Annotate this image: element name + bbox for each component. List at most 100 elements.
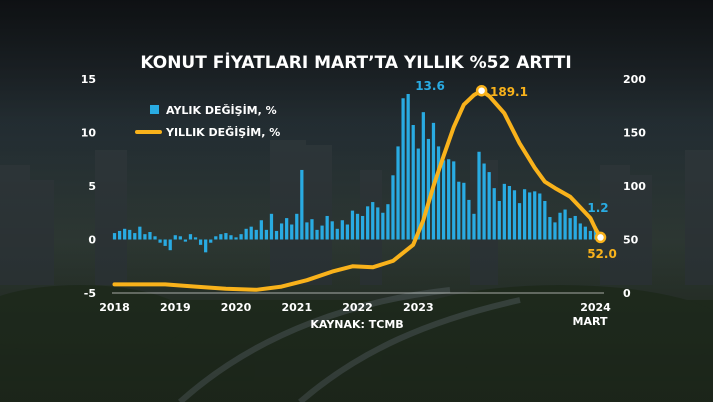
bar bbox=[274, 230, 279, 240]
bar bbox=[117, 230, 122, 240]
right-axis: 200 150 100 50 0 bbox=[623, 73, 646, 300]
bar bbox=[153, 236, 157, 240]
bar bbox=[406, 93, 410, 240]
bar bbox=[452, 161, 456, 240]
bar bbox=[502, 183, 506, 240]
chart-title: KONUT FİYATLARI MART’TA YILLIK %52 ARTTI bbox=[140, 51, 571, 73]
left-axis-tick-label: 5 bbox=[88, 180, 96, 193]
left-axis-tick-label: -5 bbox=[84, 287, 96, 300]
bar bbox=[183, 239, 188, 242]
legend-line-label: YILLIK DEĞİŞİM, % bbox=[165, 125, 280, 139]
x-axis-tick-label: 2019 bbox=[160, 301, 191, 314]
bar bbox=[507, 186, 512, 240]
bar bbox=[264, 229, 269, 240]
bar-last-label: 1.2 bbox=[587, 201, 608, 215]
bar bbox=[112, 233, 117, 240]
bar bbox=[198, 239, 203, 245]
bar bbox=[133, 233, 137, 240]
bar bbox=[447, 159, 451, 240]
bar bbox=[381, 212, 385, 240]
bar bbox=[477, 151, 481, 240]
annual-change-line bbox=[112, 88, 603, 292]
bar bbox=[305, 222, 309, 240]
bar-peak-label: 13.6 bbox=[415, 79, 445, 93]
line-last-label: 52.0 bbox=[587, 247, 617, 261]
bar bbox=[543, 200, 547, 240]
monthly-bars bbox=[112, 93, 598, 253]
bar bbox=[416, 148, 420, 240]
bar bbox=[355, 213, 360, 240]
right-axis-tick-label: 200 bbox=[623, 73, 646, 86]
bar bbox=[279, 223, 284, 240]
bar bbox=[522, 189, 527, 240]
bar bbox=[426, 138, 431, 240]
bar bbox=[553, 222, 557, 240]
bar bbox=[315, 229, 319, 240]
bar bbox=[593, 226, 598, 240]
line-markers bbox=[475, 84, 607, 244]
left-axis: 15 10 5 0 -5 bbox=[81, 73, 97, 300]
bar bbox=[396, 146, 400, 240]
left-axis-tick-label: 10 bbox=[81, 127, 97, 140]
bar bbox=[563, 209, 567, 240]
bar bbox=[123, 228, 127, 240]
x-axis-tick-label: 2022 bbox=[342, 301, 373, 314]
bar bbox=[300, 169, 304, 240]
bar bbox=[143, 234, 147, 240]
bar bbox=[360, 215, 365, 240]
right-axis-tick-label: 150 bbox=[623, 127, 646, 140]
bar bbox=[193, 237, 198, 240]
bar bbox=[335, 228, 339, 240]
bar bbox=[533, 191, 537, 240]
legend-bar-swatch bbox=[150, 105, 159, 114]
x-axis-tick-label: 2021 bbox=[281, 301, 312, 314]
bar bbox=[411, 125, 415, 240]
legend-bar-label: AYLIK DEĞİŞİM, % bbox=[166, 103, 277, 117]
bar bbox=[583, 226, 587, 240]
bar bbox=[244, 228, 248, 240]
bar bbox=[310, 219, 314, 240]
right-axis-tick-label: 50 bbox=[623, 234, 639, 247]
bar bbox=[497, 200, 501, 240]
x-tick-sub-label: MART bbox=[573, 315, 608, 328]
bar bbox=[421, 112, 425, 240]
bar bbox=[512, 190, 517, 240]
bar bbox=[548, 217, 552, 240]
x-axis-tick-label: 2018 bbox=[99, 301, 130, 314]
bar bbox=[204, 239, 208, 253]
bar bbox=[371, 202, 375, 240]
bar bbox=[138, 226, 142, 240]
bar bbox=[290, 224, 294, 240]
bar bbox=[345, 224, 350, 240]
bar bbox=[224, 233, 228, 240]
bar bbox=[588, 230, 593, 240]
bar bbox=[330, 221, 334, 240]
left-axis-tick-label: 15 bbox=[81, 73, 96, 86]
bar bbox=[320, 225, 324, 240]
bar bbox=[350, 210, 355, 240]
bar bbox=[436, 146, 441, 240]
line-peak-marker bbox=[475, 84, 488, 97]
bar bbox=[366, 206, 370, 240]
x-axis-tick-label: 2020 bbox=[221, 301, 252, 314]
bar bbox=[128, 229, 132, 240]
bar bbox=[462, 182, 466, 240]
x-axis-tick-label: 2024 bbox=[580, 301, 611, 314]
source-label: KAYNAK: TCMB bbox=[310, 318, 403, 331]
bar bbox=[441, 160, 446, 240]
bar bbox=[467, 199, 471, 240]
bar bbox=[158, 239, 162, 243]
bar bbox=[492, 188, 496, 240]
bar bbox=[578, 223, 582, 240]
bar bbox=[538, 193, 542, 240]
bar bbox=[188, 234, 193, 240]
bar bbox=[234, 237, 238, 240]
right-axis-tick-label: 100 bbox=[623, 180, 646, 193]
x-axis-tick-label: 2023 bbox=[403, 301, 434, 314]
bar bbox=[457, 181, 461, 240]
bar bbox=[259, 220, 263, 240]
bar bbox=[173, 235, 177, 240]
bar bbox=[219, 234, 223, 240]
bar bbox=[209, 239, 213, 243]
